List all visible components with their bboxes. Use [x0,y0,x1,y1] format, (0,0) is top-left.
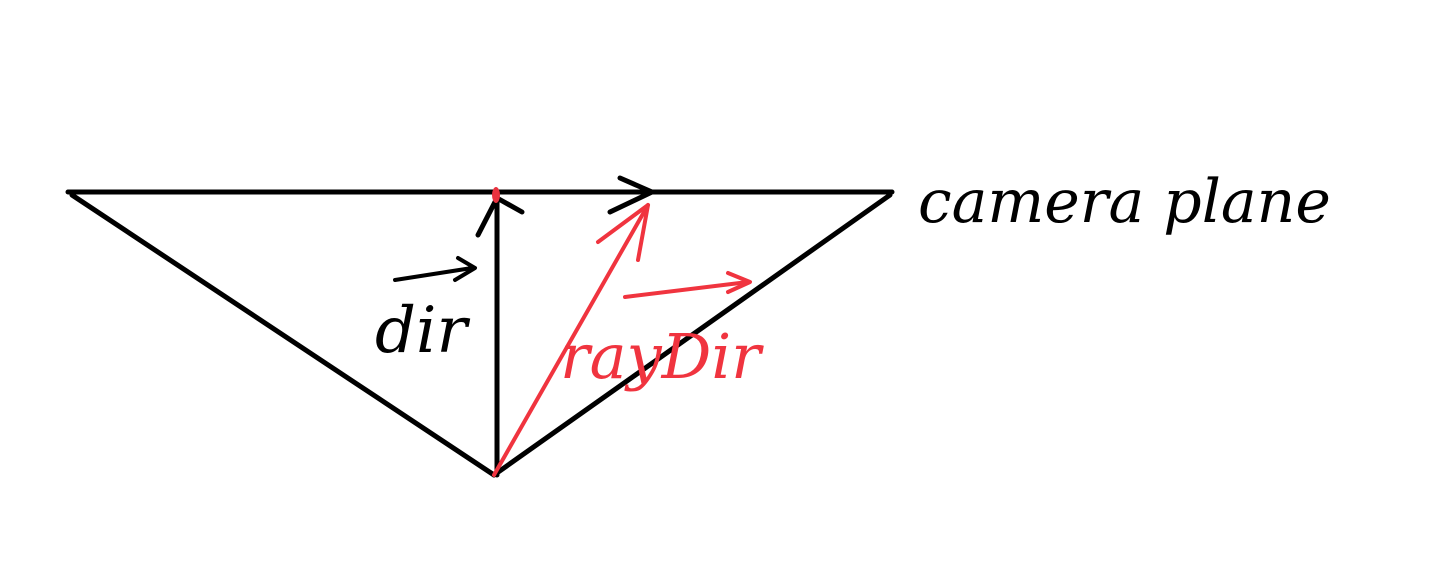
raydir-label-arrowhead [726,271,752,294]
camera-plane-label: camera plane [918,167,1331,237]
dir-label: dir [375,294,470,368]
plane-arrowhead [607,175,655,215]
raydir-label: rayDir [560,320,764,393]
raydir-vector [492,203,650,477]
raydir-label-arrow [623,280,750,299]
dir-label-arrowhead [453,256,477,282]
raydir-arrowhead [596,203,650,262]
plane-point [492,187,500,203]
right-edge [491,192,893,478]
left-edge [69,192,497,478]
dir-label-arrow [393,266,474,282]
